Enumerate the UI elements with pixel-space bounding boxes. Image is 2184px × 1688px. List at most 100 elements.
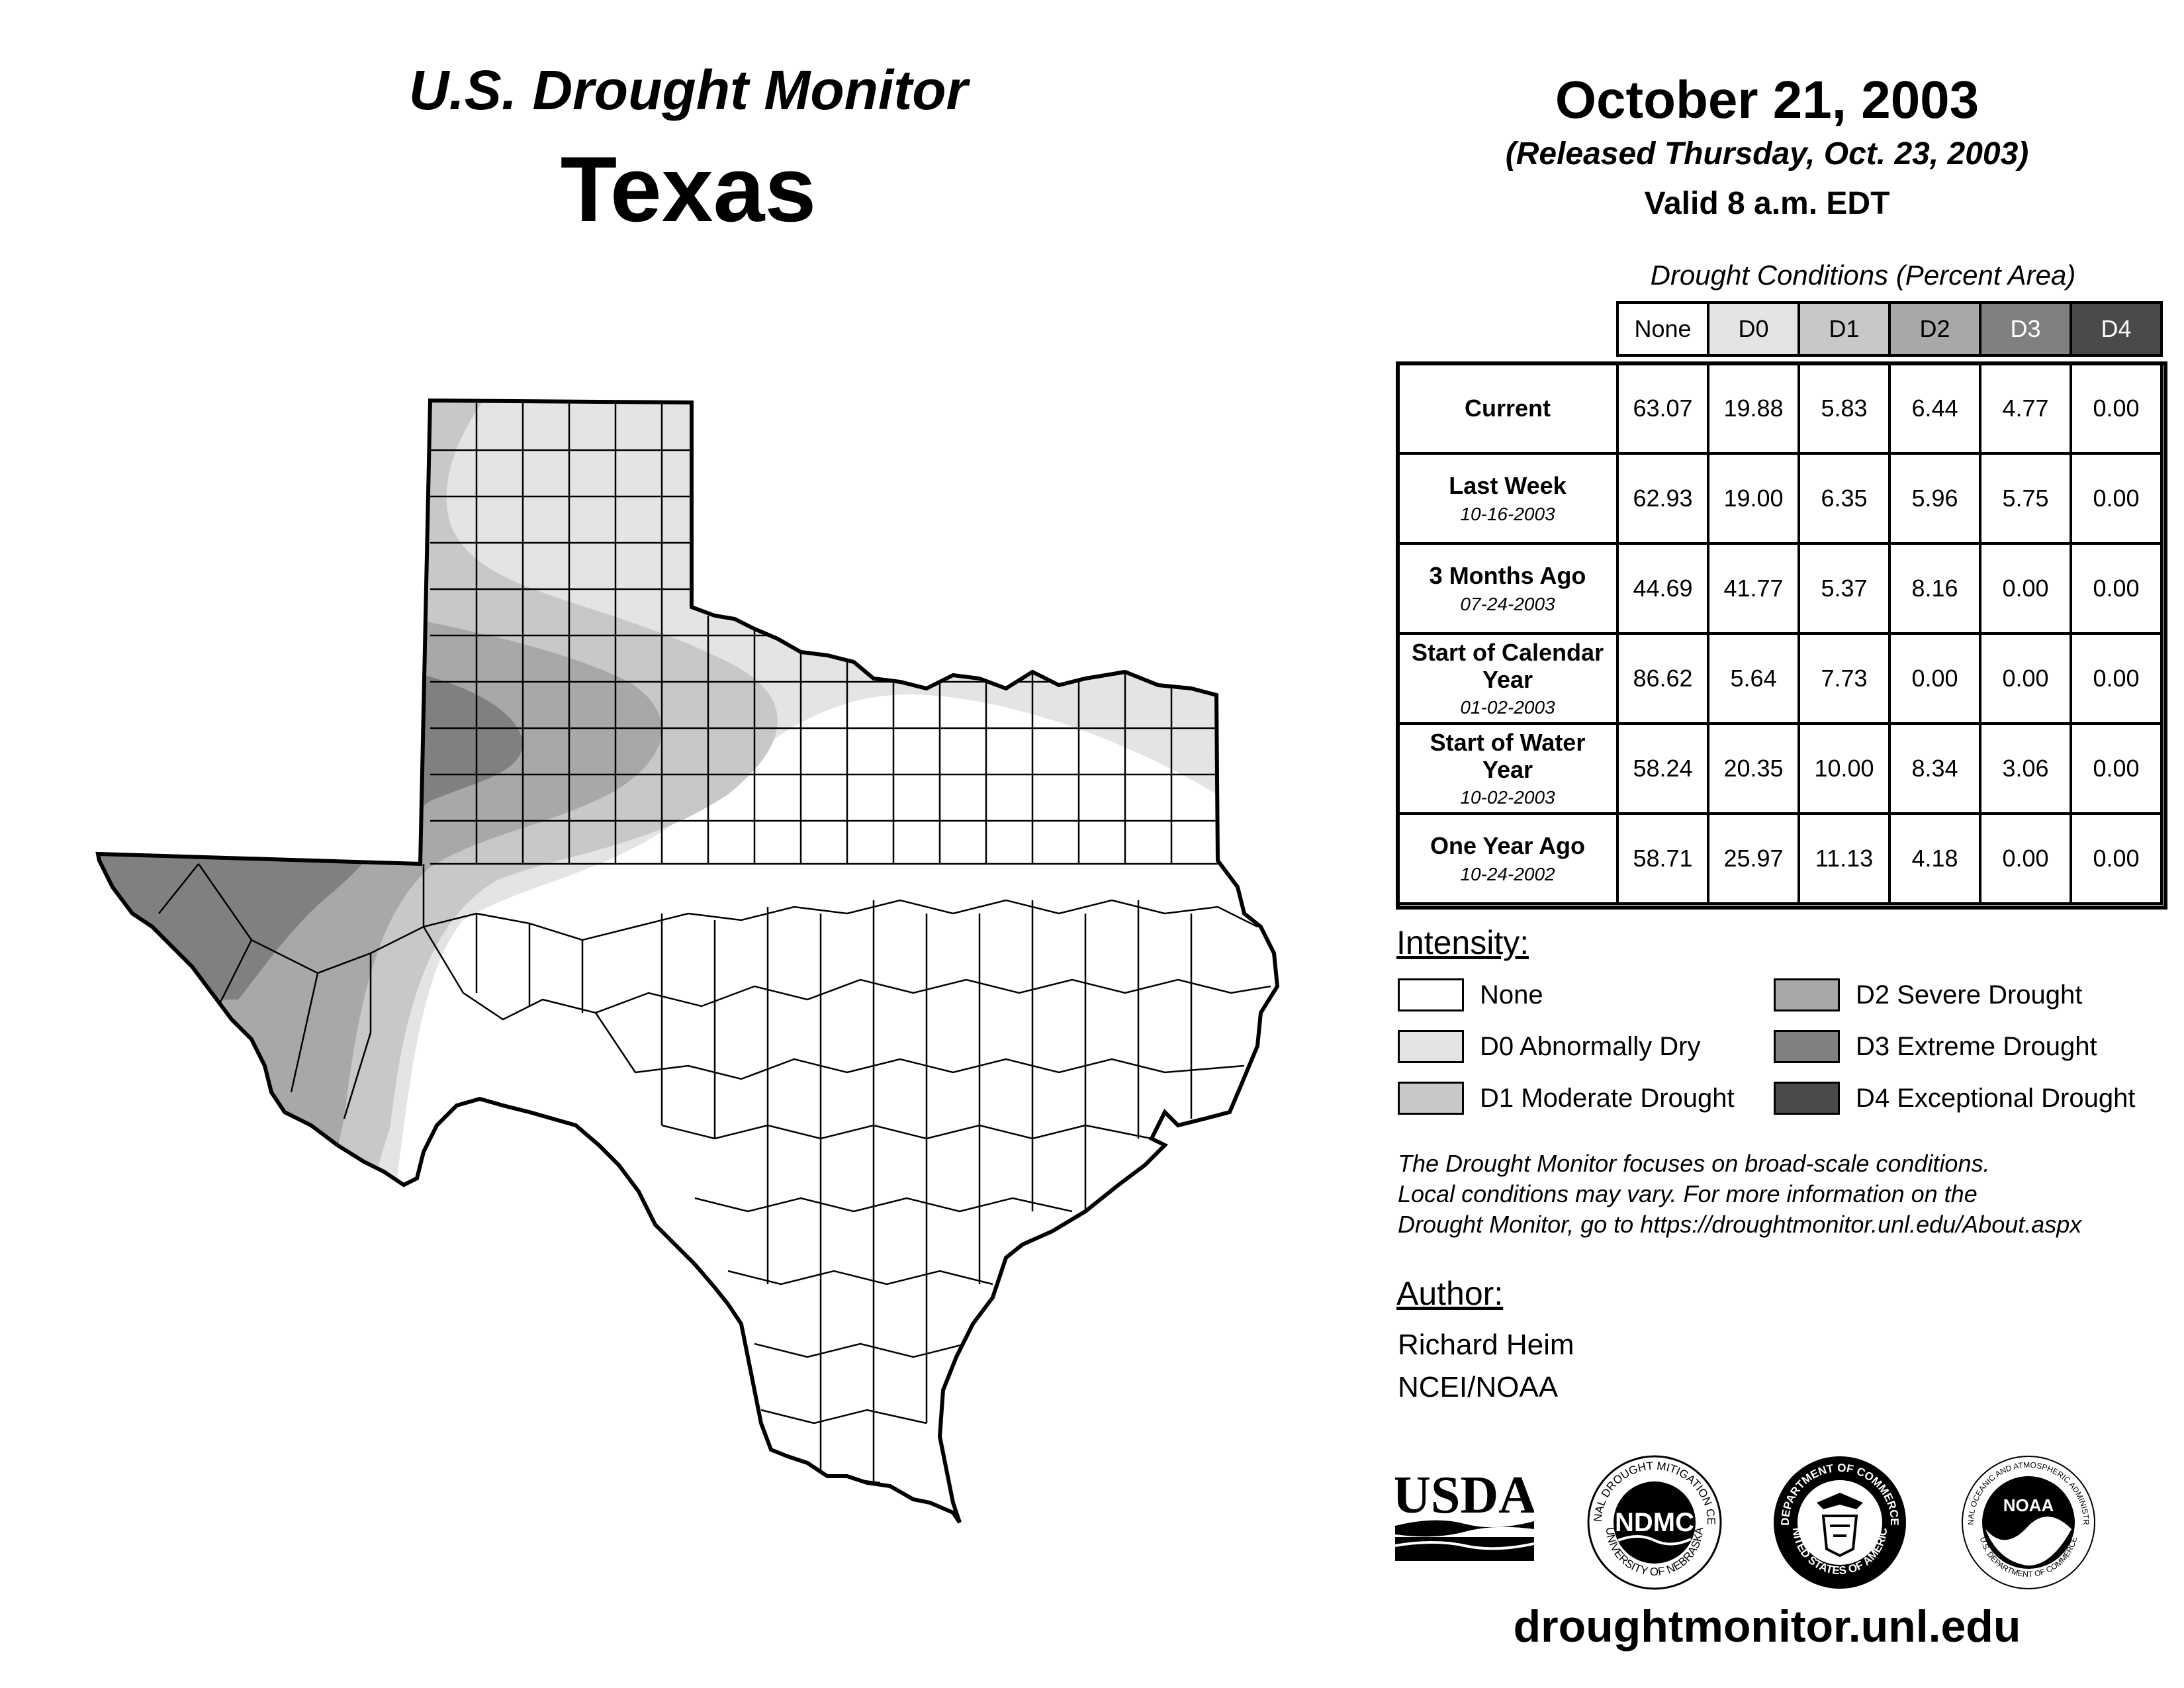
commerce-seal-logo: DEPARTMENT OF COMMERCE UNITED STATES OF … [1770, 1453, 1906, 1589]
table-cell: 0.00 [2070, 452, 2163, 545]
map-date: October 21, 2003 [1555, 70, 1979, 129]
legend-label: D0 Abnormally Dry [1480, 1031, 1701, 1061]
row-label: Current [1396, 362, 1619, 455]
release-date: (Released Thursday, Oct. 23, 2003) [1505, 136, 2029, 171]
col-header-d2: D2 [1888, 301, 1981, 357]
usda-logo-text: USDA [1395, 1466, 1534, 1524]
table-row: Start of Calendar Year 01-02-2003 86.62 5.6… [1396, 632, 2163, 725]
legend-swatch-d2 [1774, 978, 1840, 1011]
row-label-text: 3 Months Ago [1429, 562, 1586, 590]
table-cell: 5.75 [1979, 452, 2072, 545]
table-cell: 0.00 [1888, 632, 1981, 725]
legend-item-d1: D1 Moderate Drought [1398, 1082, 1735, 1115]
table-cell: 19.88 [1707, 362, 1800, 455]
table-cell: 44.69 [1616, 542, 1709, 635]
legend-label: D1 Moderate Drought [1480, 1083, 1735, 1113]
col-header-d0: D0 [1707, 301, 1800, 357]
legend-label: D2 Severe Drought [1856, 980, 2083, 1009]
row-label-text: Start of Calendar Year [1411, 638, 1604, 693]
row-date: 01-02-2003 [1460, 697, 1555, 718]
author-name: Richard Heim [1398, 1329, 1574, 1361]
table-cell: 7.73 [1797, 632, 1891, 725]
legend-label: D4 Exceptional Drought [1856, 1083, 2136, 1113]
col-header-none: None [1616, 301, 1709, 357]
table-cell: 0.00 [2070, 362, 2163, 455]
author-heading: Author: [1396, 1275, 1504, 1312]
row-label: Last Week 10-16-2003 [1396, 452, 1619, 545]
row-date: 10-02-2003 [1460, 787, 1555, 808]
table-cell: 11.13 [1797, 812, 1891, 905]
table-cell: 5.96 [1888, 452, 1981, 545]
table-cell: 8.34 [1888, 722, 1981, 815]
row-date: 07-24-2003 [1460, 593, 1555, 614]
legend-item-d3: D3 Extreme Drought [1774, 1030, 2097, 1063]
table-gap [1398, 355, 2161, 363]
table-cell: 6.35 [1797, 452, 1891, 545]
table-row: Current 63.07 19.88 5.83 6.44 4.77 0.00 [1396, 362, 2163, 455]
table-cell: 86.62 [1616, 632, 1709, 725]
table-cell: 10.00 [1797, 722, 1891, 815]
table-cell: 4.77 [1979, 362, 2072, 455]
row-label-text: Last Week [1449, 472, 1567, 500]
legend-item-d4: D4 Exceptional Drought [1774, 1082, 2135, 1115]
table-cell: 63.07 [1616, 362, 1709, 455]
table-caption: Drought Conditions (Percent Area) [1650, 259, 2076, 291]
table-cell: 5.37 [1797, 542, 1891, 635]
legend-item-d2: D2 Severe Drought [1774, 978, 2082, 1011]
table-cell: 5.64 [1707, 632, 1800, 725]
row-label: 3 Months Ago 07-24-2003 [1396, 542, 1619, 635]
table-header-row: None D0 D1 D2 D3 D4 [1398, 301, 2163, 357]
table-cell: 0.00 [2070, 722, 2163, 815]
legend-label: D3 Extreme Drought [1856, 1031, 2097, 1061]
legend-item-none: None [1398, 978, 1543, 1011]
table-cell: 58.24 [1616, 722, 1709, 815]
disclaimer-note: The Drought Monitor focuses on broad-sca… [1398, 1149, 2159, 1240]
legend-swatch-d1 [1398, 1082, 1464, 1115]
row-label: One Year Ago 10-24-2002 [1396, 812, 1619, 905]
row-date: 10-24-2002 [1460, 863, 1555, 884]
table-row: Last Week 10-16-2003 62.93 19.00 6.35 5.96 5.7… [1396, 452, 2163, 545]
valid-time: Valid 8 a.m. EDT [1644, 186, 1890, 221]
legend-swatch-d3 [1774, 1030, 1840, 1063]
table-cell: 6.44 [1888, 362, 1981, 455]
row-label: Start of Water Year 10-02-2003 [1396, 722, 1619, 815]
table-cell: 0.00 [1979, 812, 2072, 905]
table-cell: 0.00 [2070, 812, 2163, 905]
legend-swatch-d0 [1398, 1030, 1464, 1063]
table-cell: 62.93 [1616, 452, 1709, 545]
table-cell: 20.35 [1707, 722, 1800, 815]
col-header-d4: D4 [2070, 301, 2163, 357]
footer-url: droughtmonitor.unl.edu [1513, 1601, 2021, 1652]
table-cell: 3.06 [1979, 722, 2072, 815]
table-corner [1398, 303, 1617, 355]
table-cell: 0.00 [1979, 632, 2072, 725]
table-cell: 0.00 [2070, 632, 2163, 725]
table-cell: 19.00 [1707, 452, 1800, 545]
table-cell: 41.77 [1707, 542, 1800, 635]
page-title: U.S. Drought Monitor [408, 59, 968, 121]
row-label-text: Start of Water Year [1430, 728, 1586, 783]
col-header-d3: D3 [1979, 301, 2072, 357]
author-block: Richard Heim NCEI/NOAA [1398, 1324, 1574, 1409]
ndmc-logo-text: NDMC [1615, 1508, 1694, 1537]
legend-item-d0: D0 Abnormally Dry [1398, 1030, 1700, 1063]
noaa-logo-text: NOAA [2003, 1495, 2054, 1515]
usda-logo: USDA [1395, 1466, 1534, 1561]
table-cell: 4.18 [1888, 812, 1981, 905]
col-header-d1: D1 [1797, 301, 1891, 357]
row-date: 10-16-2003 [1460, 503, 1555, 524]
state-name: Texas [560, 137, 817, 241]
table-cell: 0.00 [2070, 542, 2163, 635]
note-line: The Drought Monitor focuses on broad-sca… [1398, 1150, 1990, 1177]
table-row: 3 Months Ago 07-24-2003 44.69 41.77 5.37 8.16… [1396, 542, 2163, 635]
table-row: Start of Water Year 10-02-2003 58.24 20.35 1… [1396, 722, 2163, 815]
legend-title: Intensity: [1396, 924, 1529, 961]
row-label-text: Current [1464, 395, 1551, 422]
note-line: Local conditions may vary. For more info… [1398, 1180, 1978, 1208]
table-cell: 5.83 [1797, 362, 1891, 455]
table-cell: 8.16 [1888, 542, 1981, 635]
legend-label: None [1480, 980, 1543, 1009]
table-cell: 0.00 [1979, 542, 2072, 635]
ndmc-logo: NATIONAL DROUGHT MITIGATION CENTER UNIVE… [1585, 1453, 1722, 1590]
noaa-logo: NATIONAL OCEANIC AND ATMOSPHERIC ADMINIS… [1959, 1453, 2095, 1589]
